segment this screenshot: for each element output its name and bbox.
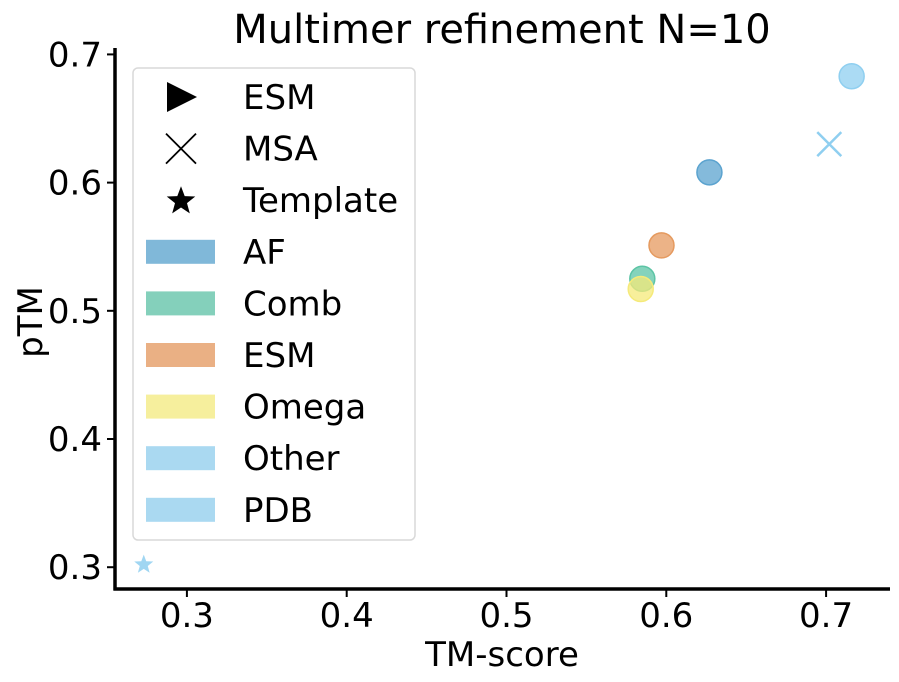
legend-label: AF xyxy=(243,233,286,273)
legend-frame xyxy=(132,67,416,541)
y-tick-label: 0.4 xyxy=(48,420,102,460)
y-tick-label: 0.6 xyxy=(48,164,102,204)
y-tick-label: 0.3 xyxy=(48,548,102,588)
x-tick-label: 0.7 xyxy=(799,596,853,636)
x-axis-label: TM-score xyxy=(424,635,579,675)
data-point-2 xyxy=(648,232,675,259)
legend-swatch-comb xyxy=(146,291,215,316)
x-tick-label: 0.3 xyxy=(160,596,214,636)
chart-title: Multimer refinement N=10 xyxy=(233,7,771,53)
legend-label: PDB xyxy=(243,491,313,531)
legend-label: MSA xyxy=(243,130,318,170)
legend-label: Template xyxy=(242,181,398,221)
y-axis-label: pTM xyxy=(11,286,51,358)
data-point-7 xyxy=(134,554,154,573)
legend-label: Omega xyxy=(243,388,366,428)
legend-marker-x xyxy=(165,132,197,165)
legend-label: ESM xyxy=(243,78,315,118)
legend-label: Other xyxy=(243,439,340,479)
legend-swatch-esm xyxy=(146,343,215,367)
legend-marker-triangle-right xyxy=(167,82,197,112)
data-point-1 xyxy=(696,159,723,186)
legend-swatch-other xyxy=(146,446,215,471)
legend-swatch-af xyxy=(146,239,215,264)
legend: ESM MSA Template AF Comb ESM Omega Other PDB xyxy=(132,67,416,541)
data-point-6 xyxy=(816,131,843,158)
legend-label: ESM xyxy=(243,336,315,376)
y-tick-label: 0.5 xyxy=(48,292,102,332)
x-tick-label: 0.4 xyxy=(320,596,374,636)
x-tick-label: 0.5 xyxy=(479,596,533,636)
legend-marker-star xyxy=(166,186,196,214)
axes: 0.3 0.4 0.5 0.6 0.7 0.3 0.4 0.5 0.6 0.7 xyxy=(48,35,890,636)
data-point-5 xyxy=(838,62,865,90)
legend-swatch-pdb xyxy=(146,497,215,522)
data-point-4 xyxy=(627,275,654,303)
x-tick-label: 0.6 xyxy=(639,596,693,636)
legend-label: Comb xyxy=(243,284,342,324)
legend-swatch-omega xyxy=(146,394,215,419)
data-points xyxy=(134,62,865,573)
y-tick-label: 0.7 xyxy=(48,35,102,75)
